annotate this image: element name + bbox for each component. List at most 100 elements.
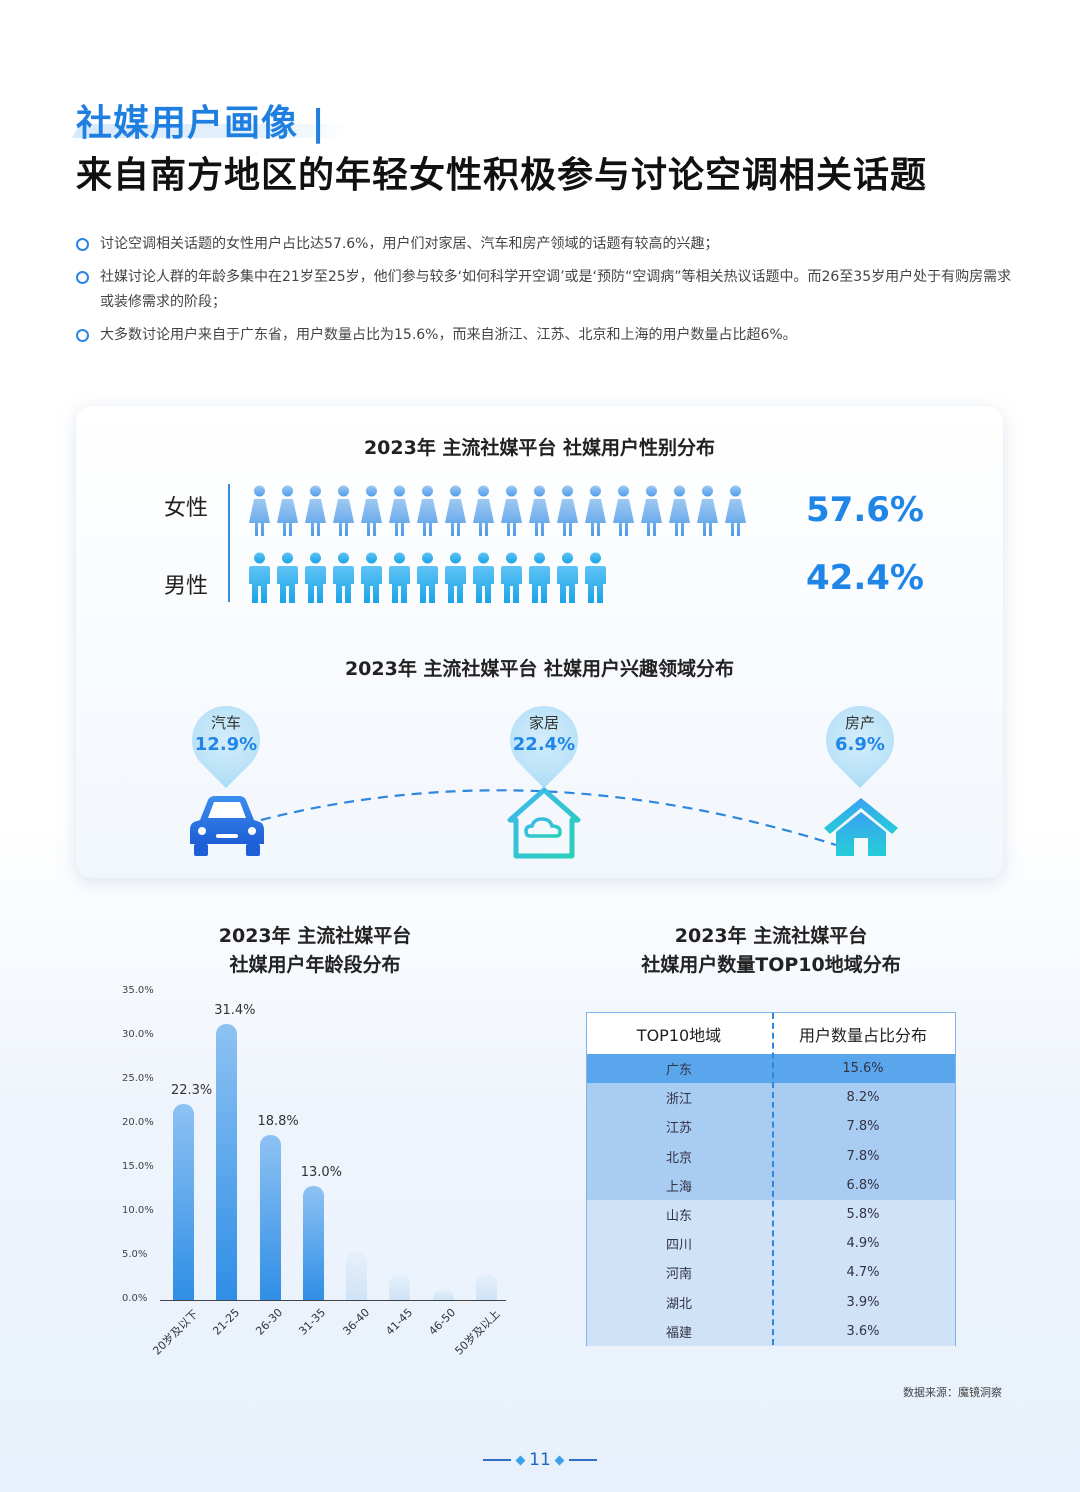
age-bar-data-label: 18.8% — [257, 1113, 299, 1129]
region-chart-title-line2: 社媒用户数量TOP10地域分布 — [641, 954, 901, 976]
table-row: 河南 4.7% — [587, 1258, 955, 1288]
age-bar — [259, 1134, 281, 1300]
section-tag: 社媒用户画像 | — [76, 103, 326, 144]
page-headline: 来自南方地区的年轻女性积极参与讨论空调相关话题 — [76, 155, 928, 196]
bullet-text: 社媒讨论人群的年龄多集中在21岁至25岁，他们参与较多‘如何科学开空调’或是‘预… — [100, 269, 1012, 310]
table-row: 四川 4.9% — [587, 1229, 955, 1259]
y-tick-label: 5.0% — [122, 1249, 148, 1260]
interest-pin-car-label: 汽车 12.9% — [176, 713, 276, 757]
interest-dashed-curve — [260, 789, 837, 847]
house-icon — [824, 798, 898, 856]
region-cell: 四川 — [665, 1238, 692, 1254]
interest-value: 12.9% — [194, 734, 258, 755]
gender-chart-title: 2023年 主流社媒平台 社媒用户性别分布 — [363, 437, 716, 459]
share-cell: 7.8% — [846, 1148, 880, 1164]
data-source: 数据来源：魔镜洞察 — [903, 1386, 1002, 1399]
female-icon-row — [248, 485, 747, 537]
region-cell: 北京 — [665, 1150, 692, 1166]
table-row: 广东 15.6% — [587, 1054, 955, 1084]
age-bar-data-label: 22.3% — [170, 1082, 213, 1098]
male-person-icon — [249, 552, 270, 603]
female-person-icon — [501, 485, 522, 536]
bullet-circle-icon — [76, 271, 89, 284]
region-chart-title: 2023年 主流社媒平台 社媒用户数量TOP10地域分布 — [586, 922, 956, 980]
female-person-icon — [697, 485, 718, 536]
page-line-left — [482, 1459, 511, 1461]
region-cell: 上海 — [665, 1179, 692, 1195]
table-row: 浙江 8.2% — [587, 1083, 955, 1113]
age-bar — [432, 1288, 454, 1300]
x-category-label: 41-45 — [383, 1306, 416, 1338]
share-cell: 5.8% — [846, 1207, 880, 1223]
x-category-label: 20岁及以下 — [150, 1307, 201, 1358]
page-diamond-icon — [554, 1455, 565, 1465]
y-tick-label: 0.0% — [122, 1293, 148, 1304]
female-person-icon — [613, 485, 634, 536]
male-person-icon — [277, 552, 298, 603]
female-person-icon — [361, 485, 382, 536]
table-header-region: TOP10地域 — [636, 1025, 722, 1045]
region-table: TOP10地域 用户数量占比分布 广东 15.6% 浙江 8.2% 江苏 7.8% 北京 7.… — [586, 1012, 956, 1346]
gender-axis-line — [228, 484, 230, 602]
interest-pin-property-label: 房产 6.9% — [810, 713, 910, 757]
bullet-list: 讨论空调相关话题的女性用户占比达57.6%，用户们对家居、汽车和房产领域的话题有… — [76, 232, 1016, 356]
interest-value: 6.9% — [835, 734, 885, 755]
male-person-icon — [305, 552, 326, 603]
x-category-label: 36-40 — [340, 1306, 372, 1338]
female-percentage: 57.6% — [806, 490, 924, 530]
table-row: 福建 3.6% — [587, 1316, 955, 1346]
share-cell: 4.7% — [846, 1265, 880, 1281]
share-cell: 4.9% — [846, 1236, 880, 1252]
age-bar — [389, 1273, 411, 1300]
female-person-icon — [669, 485, 690, 536]
share-cell: 8.2% — [846, 1090, 880, 1106]
region-cell: 福建 — [665, 1325, 692, 1341]
table-column-divider — [772, 1013, 774, 1345]
interest-value: 22.4% — [512, 734, 576, 755]
female-person-icon — [277, 485, 298, 536]
x-category-label: 46-50 — [426, 1306, 459, 1338]
y-tick-label: 15.0% — [122, 1161, 154, 1172]
male-person-icon — [501, 552, 522, 603]
male-person-icon — [417, 552, 438, 603]
male-percentage: 42.4% — [806, 558, 924, 598]
male-person-icon — [473, 552, 494, 603]
interest-chart-title: 2023年 主流社媒平台 社媒用户兴趣领域分布 — [344, 658, 735, 680]
bullet-item: 讨论空调相关话题的女性用户占比达57.6%，用户们对家居、汽车和房产领域的话题有… — [76, 232, 1016, 257]
female-person-icon — [445, 485, 466, 536]
age-bar — [302, 1185, 324, 1300]
bullet-item: 社媒讨论人群的年龄多集中在21岁至25岁，他们参与较多‘如何科学开空调’或是‘预… — [76, 265, 1016, 315]
region-chart-title-line1: 2023年 主流社媒平台 — [674, 925, 868, 947]
page-diamond-icon — [515, 1455, 526, 1465]
region-cell: 山东 — [665, 1209, 692, 1225]
y-tick-label: 10.0% — [122, 1205, 154, 1216]
female-person-icon — [389, 485, 410, 536]
page-line-right — [569, 1459, 598, 1461]
table-header-share: 用户数量占比分布 — [798, 1025, 927, 1045]
male-person-icon — [445, 552, 466, 603]
share-cell: 15.6% — [842, 1061, 884, 1077]
age-bar — [216, 1023, 238, 1300]
table-row: 北京 7.8% — [587, 1141, 955, 1171]
interest-connector — [260, 789, 837, 847]
y-tick-label: 35.0% — [122, 985, 154, 996]
female-person-icon — [249, 485, 270, 536]
bullet-circle-icon — [76, 329, 89, 342]
age-chart-title: 2023年 主流社媒平台 社媒用户年龄段分布 — [160, 922, 470, 980]
female-person-icon — [417, 485, 438, 536]
region-cell: 广东 — [665, 1063, 692, 1079]
interest-name: 房产 — [844, 714, 875, 732]
male-person-icon — [361, 552, 382, 603]
female-person-icon — [641, 485, 662, 536]
car-icon — [190, 796, 264, 856]
share-cell: 3.6% — [846, 1323, 880, 1339]
age-chart-title-line1: 2023年 主流社媒平台 — [218, 925, 412, 947]
female-person-icon — [557, 485, 578, 536]
female-person-icon — [333, 485, 354, 536]
interest-name: 家居 — [528, 714, 559, 732]
x-category-label: 31-35 — [296, 1306, 329, 1338]
male-person-icon — [529, 552, 550, 603]
age-bar — [475, 1273, 497, 1300]
table-row: 上海 6.8% — [587, 1170, 955, 1200]
region-cell: 浙江 — [665, 1092, 692, 1108]
